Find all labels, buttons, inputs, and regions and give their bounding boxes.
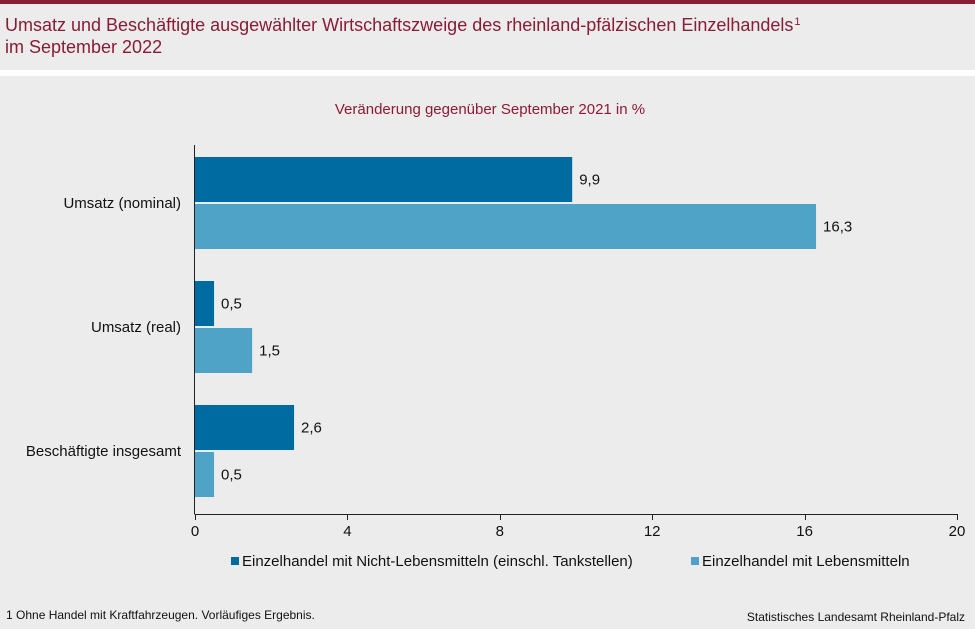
legend-swatch	[691, 557, 699, 565]
data-label: 1,5	[259, 343, 280, 360]
chart-subtitle: Veränderung gegenüber September 2021 in …	[334, 101, 646, 118]
x-tick-label: 0	[191, 523, 199, 540]
bar	[195, 405, 295, 450]
bar	[195, 328, 253, 373]
footnote: 1 Ohne Handel mit Kraftfahrzeugen. Vorlä…	[6, 608, 315, 622]
legend-label: Einzelhandel mit Lebensmitteln	[702, 553, 910, 570]
category-label: Beschäftigte insgesamt	[26, 443, 182, 460]
bar	[195, 204, 817, 249]
legend-label: Einzelhandel mit Nicht-Lebensmitteln (ei…	[242, 553, 633, 570]
header-divider	[0, 70, 975, 76]
legend-swatch	[231, 557, 239, 565]
title-line1: Umsatz und Beschäftigte ausgewählter Wir…	[5, 15, 794, 35]
x-tick-label: 8	[496, 523, 504, 540]
data-label: 2,6	[301, 420, 322, 437]
title-footnote-marker: 1	[794, 16, 801, 28]
source-credit: Statistisches Landesamt Rheinland-Pfalz	[746, 610, 965, 624]
top-accent-bar	[0, 0, 975, 4]
category-label: Umsatz (nominal)	[63, 195, 181, 212]
data-label: 9,9	[579, 172, 600, 189]
bar	[195, 157, 573, 202]
chart-title: Umsatz und Beschäftigte ausgewählter Wir…	[5, 11, 965, 58]
data-label: 0,5	[221, 296, 242, 313]
data-label: 0,5	[221, 467, 242, 484]
title-line2: im September 2022	[5, 37, 163, 57]
x-tick-label: 20	[949, 523, 966, 540]
x-tick-label: 12	[644, 523, 661, 540]
x-tick-label: 16	[796, 523, 813, 540]
bar	[195, 452, 215, 497]
data-label: 16,3	[823, 219, 852, 236]
x-tick-label: 4	[343, 523, 351, 540]
category-label: Umsatz (real)	[91, 319, 181, 336]
bar	[195, 281, 215, 326]
